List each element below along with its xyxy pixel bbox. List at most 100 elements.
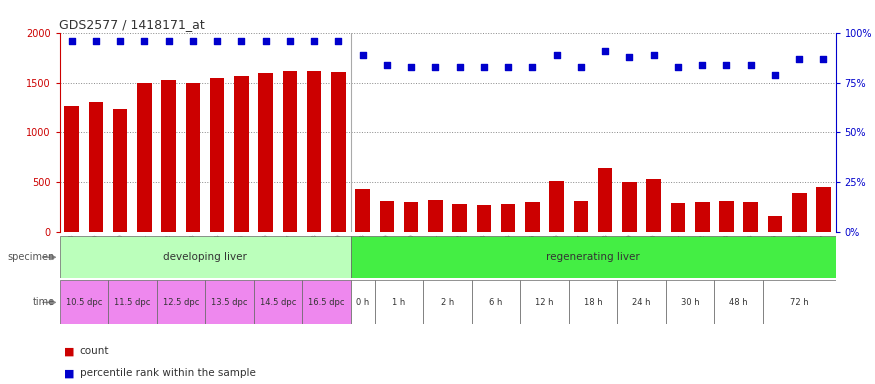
Bar xyxy=(380,201,395,232)
Point xyxy=(404,63,418,70)
Text: developing liver: developing liver xyxy=(163,252,247,262)
Text: 72 h: 72 h xyxy=(790,298,808,307)
Bar xyxy=(355,189,370,232)
Point xyxy=(89,38,103,44)
Bar xyxy=(205,280,254,324)
Bar xyxy=(404,202,418,232)
Point xyxy=(501,63,515,70)
Text: ■: ■ xyxy=(64,368,74,378)
Bar xyxy=(521,280,569,324)
Text: 30 h: 30 h xyxy=(681,298,699,307)
Bar xyxy=(550,181,564,232)
Point xyxy=(768,71,782,78)
Bar xyxy=(666,280,714,324)
Text: 10.5 dpc: 10.5 dpc xyxy=(66,298,102,307)
Bar xyxy=(108,280,157,324)
Text: percentile rank within the sample: percentile rank within the sample xyxy=(80,368,256,378)
Point xyxy=(137,38,151,44)
Point xyxy=(65,38,79,44)
Bar xyxy=(695,202,710,232)
Bar xyxy=(428,200,443,232)
Text: 11.5 dpc: 11.5 dpc xyxy=(114,298,150,307)
Bar xyxy=(816,187,830,232)
Text: 13.5 dpc: 13.5 dpc xyxy=(211,298,248,307)
Bar xyxy=(113,109,128,232)
Text: 0 h: 0 h xyxy=(356,298,369,307)
Text: 12 h: 12 h xyxy=(536,298,554,307)
Point xyxy=(696,61,710,68)
Bar xyxy=(351,280,374,324)
Point xyxy=(719,61,733,68)
Point xyxy=(210,38,224,44)
Bar xyxy=(574,201,588,232)
Bar xyxy=(719,201,734,232)
Bar xyxy=(60,236,351,278)
Bar xyxy=(598,169,612,232)
Bar xyxy=(763,280,836,324)
Bar xyxy=(525,202,540,232)
Bar xyxy=(500,204,515,232)
Point xyxy=(429,63,443,70)
Point xyxy=(477,63,491,70)
Bar xyxy=(714,280,763,324)
Bar xyxy=(157,280,205,324)
Point xyxy=(186,38,200,44)
Text: specimen: specimen xyxy=(8,252,55,262)
Bar xyxy=(569,280,618,324)
Bar xyxy=(374,280,424,324)
Bar xyxy=(792,194,807,232)
Text: 48 h: 48 h xyxy=(729,298,748,307)
Bar xyxy=(477,205,491,232)
Bar xyxy=(618,280,666,324)
Point xyxy=(647,51,661,58)
Text: regenerating liver: regenerating liver xyxy=(546,252,640,262)
Bar xyxy=(351,236,836,278)
Point xyxy=(622,53,636,60)
Bar xyxy=(258,73,273,232)
Bar xyxy=(283,71,298,232)
Text: 18 h: 18 h xyxy=(584,298,602,307)
Bar xyxy=(744,202,758,232)
Point xyxy=(283,38,297,44)
Text: 2 h: 2 h xyxy=(441,298,454,307)
Bar xyxy=(210,78,224,232)
Text: 24 h: 24 h xyxy=(633,298,651,307)
Bar xyxy=(302,280,351,324)
Point xyxy=(574,63,588,70)
Text: GDS2577 / 1418171_at: GDS2577 / 1418171_at xyxy=(59,18,205,31)
Point xyxy=(259,38,273,44)
Bar xyxy=(161,79,176,232)
Point xyxy=(380,61,394,68)
Text: 12.5 dpc: 12.5 dpc xyxy=(163,298,199,307)
Text: count: count xyxy=(80,346,109,356)
Bar xyxy=(424,280,472,324)
Point xyxy=(113,38,127,44)
Bar xyxy=(671,204,685,232)
Point xyxy=(598,48,612,54)
Point xyxy=(332,38,346,44)
Point xyxy=(550,51,564,58)
Text: 16.5 dpc: 16.5 dpc xyxy=(308,298,345,307)
Point xyxy=(526,63,540,70)
Point xyxy=(816,56,830,62)
Point xyxy=(452,63,466,70)
Bar xyxy=(622,182,637,232)
Bar xyxy=(472,280,521,324)
Bar xyxy=(647,179,661,232)
Bar xyxy=(186,83,200,232)
Point xyxy=(355,51,369,58)
Bar xyxy=(234,76,248,232)
Point xyxy=(307,38,321,44)
Bar xyxy=(331,71,346,232)
Bar xyxy=(60,280,108,324)
Point xyxy=(671,63,685,70)
Point xyxy=(792,56,806,62)
Text: ■: ■ xyxy=(64,346,74,356)
Text: 1 h: 1 h xyxy=(392,298,406,307)
Bar xyxy=(137,83,151,232)
Bar xyxy=(254,280,302,324)
Point xyxy=(234,38,248,44)
Bar xyxy=(65,106,79,232)
Text: 14.5 dpc: 14.5 dpc xyxy=(260,298,296,307)
Text: time: time xyxy=(33,297,55,308)
